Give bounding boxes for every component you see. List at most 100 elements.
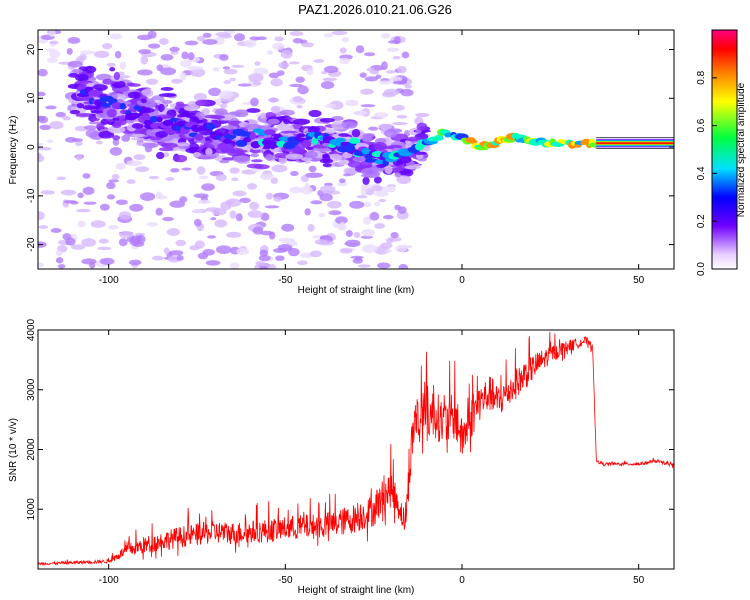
heat-blob (248, 73, 264, 83)
heat-blob (390, 231, 399, 239)
heat-blob (371, 185, 383, 192)
heat-blob (363, 52, 376, 57)
heat-blob (404, 84, 413, 89)
heat-blob (387, 144, 403, 149)
heat-blob (38, 154, 45, 163)
heat-blob (162, 216, 174, 222)
heat-blob (215, 32, 231, 37)
heat-blob (114, 50, 122, 59)
heat-blob (249, 201, 260, 211)
snr-series-line (38, 331, 674, 567)
heat-blob (360, 167, 379, 176)
heat-blob (324, 182, 334, 187)
heat-blob (339, 47, 347, 54)
heat-blob (345, 101, 359, 107)
heat-ridge-blob (261, 139, 272, 146)
heat-ridge-blob (235, 139, 248, 147)
heat-blob (111, 173, 120, 180)
heat-blob (131, 123, 144, 129)
heat-blob (126, 179, 136, 184)
heat-blob (260, 173, 275, 181)
heat-blob (38, 68, 48, 77)
heat-blob (322, 163, 332, 168)
y-tick-label: -10 (26, 188, 37, 203)
heat-blob (155, 207, 163, 216)
heat-blob (156, 64, 164, 72)
heat-blob (205, 147, 213, 157)
colorbar-tick-label: 0.2 (696, 214, 707, 228)
heat-blob (253, 67, 269, 75)
x-tick-label: 50 (633, 575, 645, 586)
heat-blob (385, 70, 396, 74)
heat-blob (271, 164, 288, 173)
heat-blob (363, 216, 372, 225)
heat-blob (49, 40, 59, 45)
heat-blob (119, 231, 134, 239)
heat-blob (113, 71, 121, 81)
heat-blob (296, 260, 308, 266)
heat-blob (207, 235, 216, 239)
heat-blob (181, 51, 189, 60)
heat-blob (83, 125, 98, 130)
heat-blob (337, 161, 345, 165)
heat-blob (397, 65, 407, 74)
heat-blob (109, 147, 123, 156)
heat-blob (380, 33, 391, 39)
heat-blob (267, 263, 277, 269)
heat-blob (96, 112, 107, 119)
heat-blob (378, 123, 393, 130)
heat-blob (373, 176, 382, 184)
heat-blob (155, 191, 163, 199)
heat-blob (361, 244, 378, 254)
heat-blob (288, 247, 300, 257)
heat-blob (131, 133, 146, 138)
heat-blob (170, 51, 179, 55)
heat-blob (127, 91, 141, 99)
heat-blob (91, 117, 100, 122)
heat-blob (256, 36, 267, 41)
heat-blob (324, 65, 339, 74)
heat-blob (266, 50, 274, 55)
snr-y-axis-label: SNR (10 * v/v) (8, 418, 19, 482)
heat-blob (219, 103, 228, 109)
heat-blob (247, 210, 263, 218)
heat-blob (369, 211, 380, 221)
heat-blob (323, 33, 334, 38)
heat-ridge-blob (250, 141, 261, 149)
heat-ridge-blob (88, 89, 102, 97)
heat-blob (55, 111, 66, 118)
heat-blob (339, 221, 346, 230)
heat-blob (223, 68, 238, 75)
heat-blob (394, 204, 401, 211)
heat-blob (252, 81, 262, 86)
heat-blob (415, 112, 430, 118)
heat-blob (82, 186, 95, 196)
heat-blob (55, 250, 63, 256)
heat-blob (176, 255, 184, 261)
heat-blob (220, 114, 233, 121)
x-tick-label: 0 (459, 575, 465, 586)
heat-blob (161, 100, 173, 104)
heat-blob (146, 222, 159, 227)
heat-blob (83, 201, 97, 205)
heat-blob (386, 47, 400, 52)
heat-blob (405, 136, 421, 142)
heat-blob (197, 199, 212, 204)
heat-ridge-blob (119, 103, 127, 110)
heat-blob (38, 115, 49, 124)
heat-blob (322, 153, 330, 159)
heat-blob (325, 103, 336, 109)
x-tick-label: -50 (278, 275, 293, 286)
heat-blob (392, 160, 403, 166)
heat-blob (231, 177, 239, 182)
heat-blob (166, 228, 181, 237)
heat-blob (223, 80, 232, 84)
heat-blob (364, 188, 375, 196)
heat-blob (181, 167, 192, 171)
y-tick-label: 1000 (26, 498, 37, 521)
heat-blob (389, 167, 405, 172)
heat-blob (70, 244, 86, 250)
snr-y-ticks: 1000 2000 3000 4000 (26, 318, 674, 520)
heat-blob (196, 166, 206, 175)
heat-blob (265, 192, 273, 200)
